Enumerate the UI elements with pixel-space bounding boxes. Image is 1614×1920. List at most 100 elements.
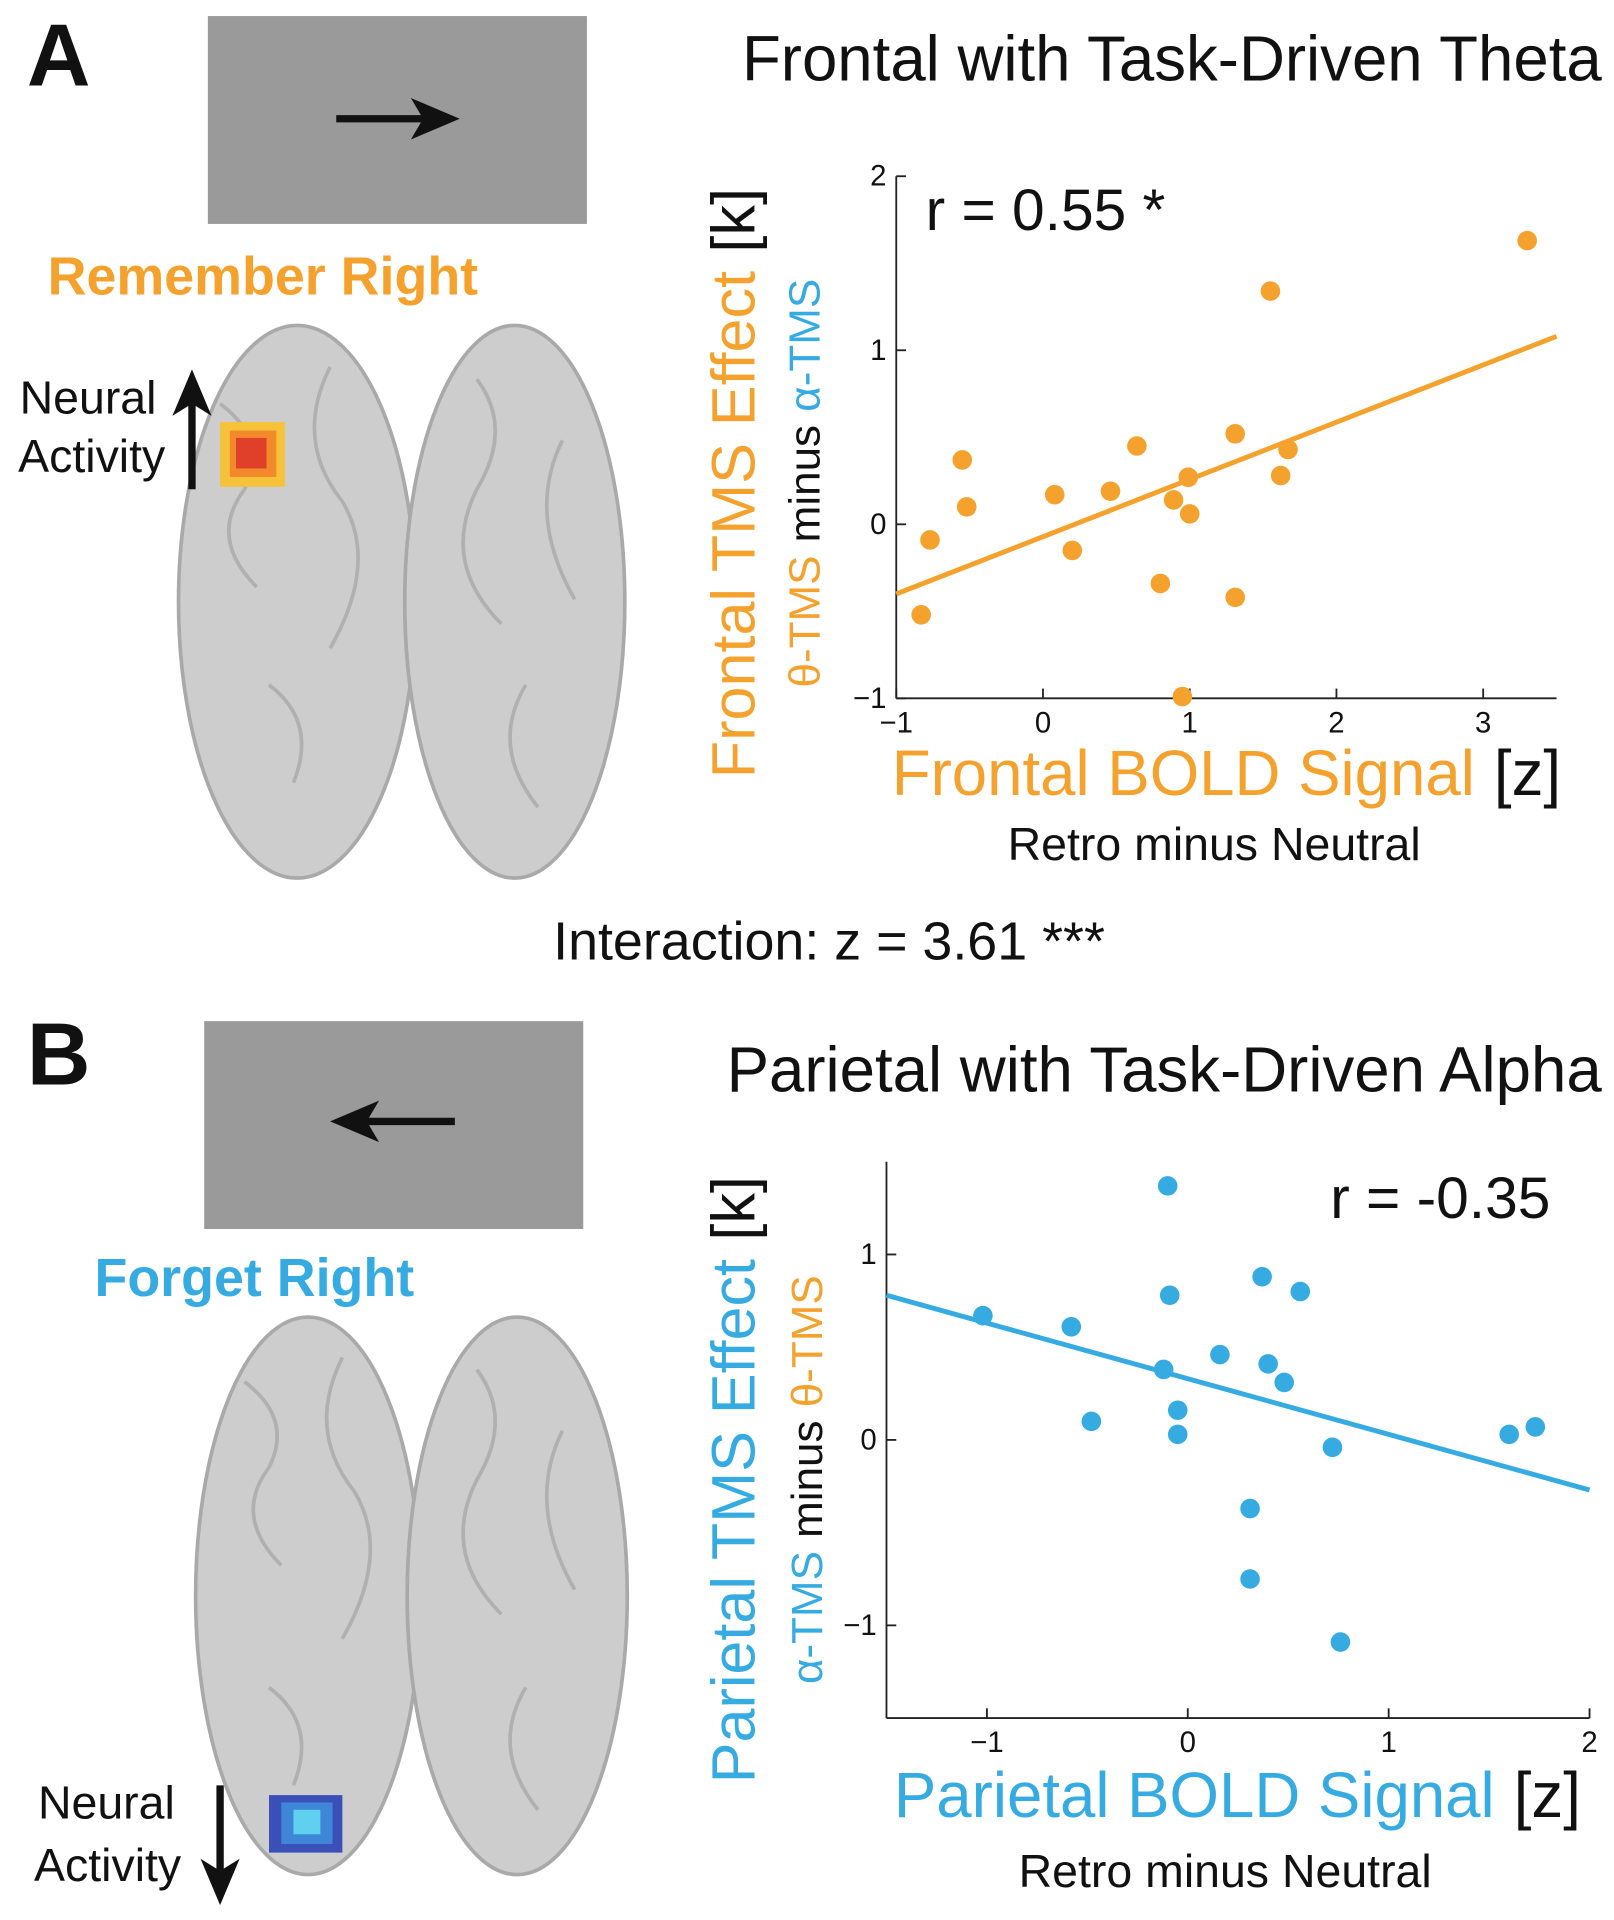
- x-axis-label-part: [z]: [1514, 1760, 1581, 1831]
- x-tick-label: 3: [1475, 706, 1491, 739]
- cue-arrow-head: [410, 97, 460, 140]
- activity-label: Activity: [34, 1839, 182, 1891]
- cue-arrow-head: [330, 1100, 380, 1143]
- data-point: [920, 530, 940, 550]
- data-point: [1258, 1354, 1278, 1374]
- data-point: [1100, 481, 1121, 502]
- activity-arrow-head: [172, 369, 212, 416]
- y-tick-label: 1: [870, 334, 886, 367]
- data-point: [1225, 424, 1245, 444]
- x-axis-sublabel: Retro minus Neutral: [1008, 818, 1421, 870]
- data-point: [1127, 436, 1147, 456]
- y-axis-sublabel-part: α-TMS: [780, 279, 829, 412]
- data-point: [1240, 1498, 1260, 1519]
- x-tick-label: −1: [970, 1726, 1003, 1759]
- data-point: [911, 605, 931, 625]
- activation-blob: [269, 1795, 343, 1853]
- data-point: [1163, 490, 1184, 510]
- y-tick-label: 2: [870, 160, 886, 193]
- x-axis-label-part: Parietal BOLD Signal: [894, 1760, 1495, 1831]
- y-axis-label-part: Parietal TMS Effect: [700, 1259, 768, 1783]
- y-axis-label: Parietal TMS Effect [k]: [700, 1176, 768, 1783]
- data-point: [1270, 465, 1291, 486]
- data-point: [1150, 573, 1171, 594]
- data-point: [1179, 504, 1200, 524]
- y-axis-sublabel: θ-TMS minus α-TMS: [780, 279, 829, 688]
- fit-line: [885, 1292, 1591, 1493]
- cue-label: Forget Right: [94, 1248, 414, 1308]
- x-tick-label: 0: [1180, 1726, 1196, 1759]
- data-point: [1330, 1632, 1351, 1652]
- panel-label: B: [27, 1005, 91, 1104]
- y-tick-label: 1: [860, 1238, 876, 1271]
- data-point: [952, 450, 973, 470]
- data-point: [956, 497, 977, 517]
- x-tick-label: 1: [1381, 1726, 1397, 1759]
- x-tick-label: 2: [1581, 1726, 1597, 1759]
- data-point: [1157, 1176, 1178, 1196]
- chart-title: Frontal with Task-Driven Theta: [742, 23, 1602, 94]
- activity-label: Neural: [38, 1776, 175, 1828]
- y-axis-sublabel: α-TMS minus θ-TMS: [782, 1275, 831, 1684]
- data-point: [1499, 1424, 1519, 1445]
- chart-title: Parietal with Task-Driven Alpha: [727, 1035, 1603, 1106]
- y-axis-label-part: Frontal TMS Effect: [700, 271, 768, 778]
- y-tick-label: −1: [843, 1609, 876, 1642]
- data-point: [1044, 484, 1065, 505]
- x-axis-label: Parietal BOLD Signal [z]: [894, 1760, 1581, 1831]
- data-point: [1290, 1281, 1311, 1302]
- y-tick-label: 0: [870, 508, 886, 541]
- annotation: r = -0.35: [1330, 1166, 1550, 1231]
- data-point: [1167, 1424, 1188, 1445]
- brain: [176, 323, 627, 880]
- y-axis-sublabel-part: minus: [782, 1420, 831, 1537]
- data-point: [1159, 1285, 1180, 1306]
- y-axis-label-part: [k]: [700, 188, 768, 253]
- data-point: [1525, 1417, 1546, 1437]
- data-point: [1322, 1437, 1343, 1458]
- x-axis-label-part: [z]: [1494, 737, 1561, 808]
- data-point: [973, 1305, 993, 1326]
- x-axis-label-part: Frontal BOLD Signal: [892, 737, 1475, 808]
- panel-label: A: [27, 6, 91, 105]
- activation-blob: [220, 422, 285, 487]
- data-point: [1240, 1569, 1260, 1589]
- x-tick-label: 0: [1035, 706, 1051, 739]
- brain: [193, 1315, 630, 1877]
- activity-label: Neural: [20, 372, 157, 424]
- cue-label: Remember Right: [48, 246, 479, 306]
- data-point: [1167, 1400, 1188, 1421]
- y-axis-label-part: [k]: [700, 1176, 768, 1241]
- x-tick-label: −1: [880, 706, 913, 739]
- data-point: [1274, 1372, 1294, 1393]
- data-point: [1252, 1266, 1272, 1287]
- data-point: [1061, 1317, 1082, 1337]
- data-point: [1153, 1359, 1174, 1380]
- x-axis-sublabel: Retro minus Neutral: [1019, 1845, 1432, 1897]
- y-axis-sublabel-part: θ-TMS: [780, 556, 829, 688]
- fit-line: [895, 334, 1558, 597]
- data-point: [1210, 1344, 1230, 1365]
- x-tick-label: 2: [1328, 706, 1344, 739]
- data-point: [1178, 467, 1199, 488]
- annotation: r = 0.55 *: [926, 178, 1166, 243]
- activity-label: Activity: [18, 430, 166, 482]
- data-point: [1172, 686, 1193, 707]
- y-axis-sublabel-part: α-TMS: [782, 1551, 831, 1684]
- data-point: [1517, 230, 1537, 251]
- y-tick-label: 0: [860, 1423, 876, 1456]
- data-point: [1225, 587, 1245, 608]
- x-axis-label: Frontal BOLD Signal [z]: [892, 737, 1561, 808]
- data-point: [1062, 540, 1083, 561]
- y-tick-label: −1: [853, 682, 886, 715]
- data-point: [1278, 439, 1298, 460]
- y-axis-label: Frontal TMS Effect [k]: [700, 188, 768, 778]
- interaction-label: Interaction: z = 3.61 ***: [553, 912, 1105, 972]
- x-tick-label: 1: [1182, 706, 1198, 739]
- data-point: [1081, 1411, 1102, 1432]
- activity-arrow-head: [200, 1858, 240, 1906]
- y-axis-sublabel-part: minus: [780, 425, 829, 542]
- y-axis-sublabel-part: θ-TMS: [782, 1275, 831, 1407]
- data-point: [1260, 281, 1281, 301]
